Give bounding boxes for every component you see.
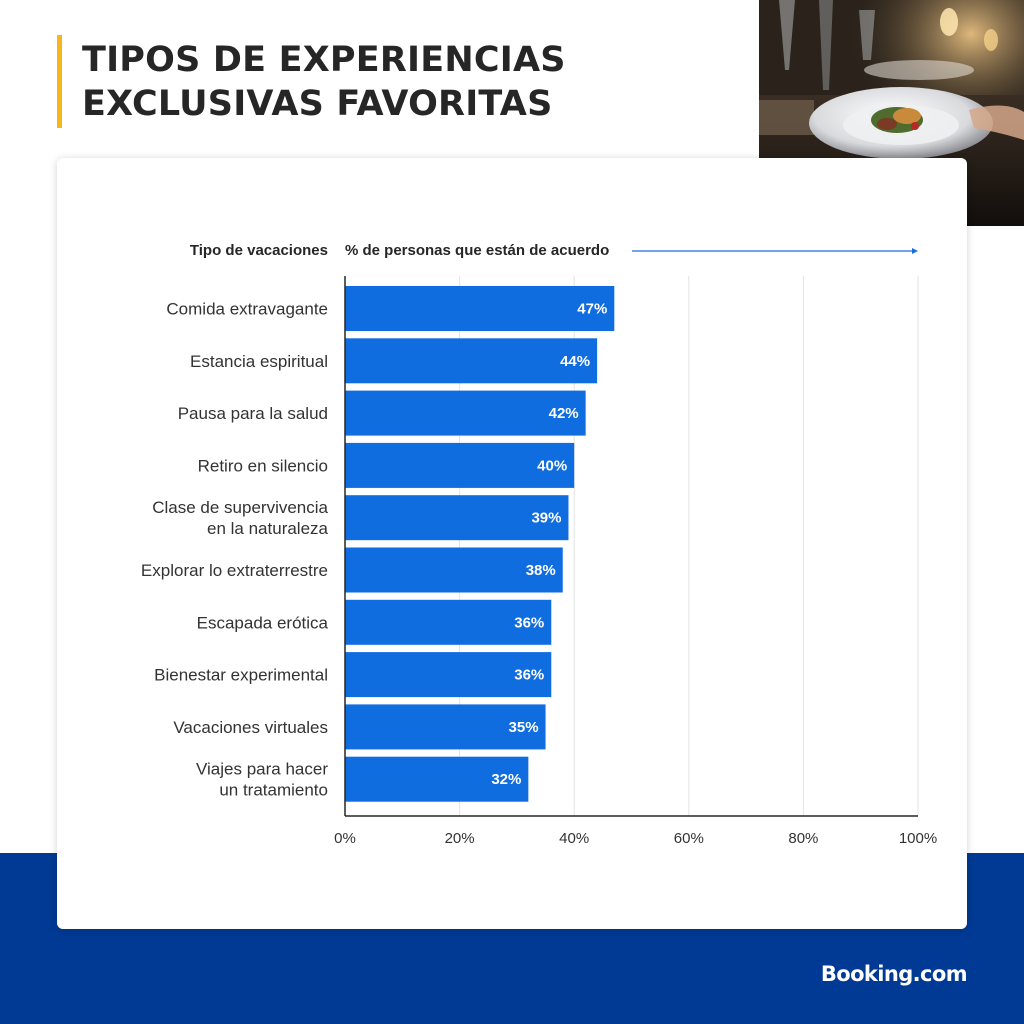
chart-card: Tipo de vacaciones % de personas que está… [57, 158, 967, 929]
title-accent-bar [57, 35, 62, 128]
category-header: Tipo de vacaciones [190, 242, 328, 259]
category-label: Viajes para hacer [196, 760, 328, 779]
bar [345, 286, 615, 331]
bar-value-label: 36% [514, 614, 544, 631]
x-tick-label: 80% [788, 830, 818, 847]
bar [345, 495, 569, 541]
x-tick-label: 60% [674, 830, 704, 847]
bar-chart: Tipo de vacaciones % de personas que está… [141, 242, 937, 847]
bar-value-label: 44% [560, 353, 590, 370]
category-label: Retiro en silencio [198, 456, 328, 475]
booking-logo: Booking.com [820, 962, 968, 986]
page-title: TIPOS DE EXPERIENCIAS EXCLUSIVAS FAVORIT… [82, 38, 722, 126]
page-title-line-1: TIPOS DE EXPERIENCIAS [82, 40, 566, 80]
category-label: Bienestar experimental [154, 666, 328, 685]
bar [345, 390, 586, 436]
category-label: Vacaciones virtuales [173, 718, 328, 737]
bar-value-label: 40% [537, 457, 567, 474]
bar-value-label: 35% [509, 719, 539, 736]
category-label: un tratamiento [219, 781, 328, 800]
bar [345, 599, 552, 645]
category-label: Estancia espiritual [190, 352, 328, 371]
x-tick-label: 40% [559, 830, 589, 847]
bar [345, 338, 598, 384]
category-label: Escapada erótica [197, 613, 329, 632]
category-label: Pausa para la salud [178, 404, 328, 423]
bar-value-label: 38% [526, 562, 556, 579]
x-tick-label: 100% [899, 830, 937, 847]
x-tick-label: 0% [334, 830, 356, 847]
category-label: Comida extravagante [166, 300, 328, 319]
page-title-line-2: EXCLUSIVAS FAVORITAS [82, 84, 553, 124]
x-tick-label: 20% [445, 830, 475, 847]
bar [345, 442, 575, 488]
bar [345, 652, 552, 698]
category-label: en la naturaleza [207, 519, 329, 538]
bar [345, 704, 546, 750]
value-header: % de personas que están de acuerdo [345, 242, 609, 259]
bar-value-label: 36% [514, 667, 544, 684]
bar [345, 547, 563, 593]
bar-value-label: 32% [491, 771, 521, 788]
category-label: Clase de supervivencia [152, 498, 328, 517]
bar-value-label: 47% [577, 301, 607, 318]
bar-value-label: 39% [531, 510, 561, 527]
category-label: Explorar lo extraterrestre [141, 561, 328, 580]
bar [345, 756, 529, 802]
bar-value-label: 42% [549, 405, 579, 422]
value-header-arrow-head [912, 248, 918, 254]
